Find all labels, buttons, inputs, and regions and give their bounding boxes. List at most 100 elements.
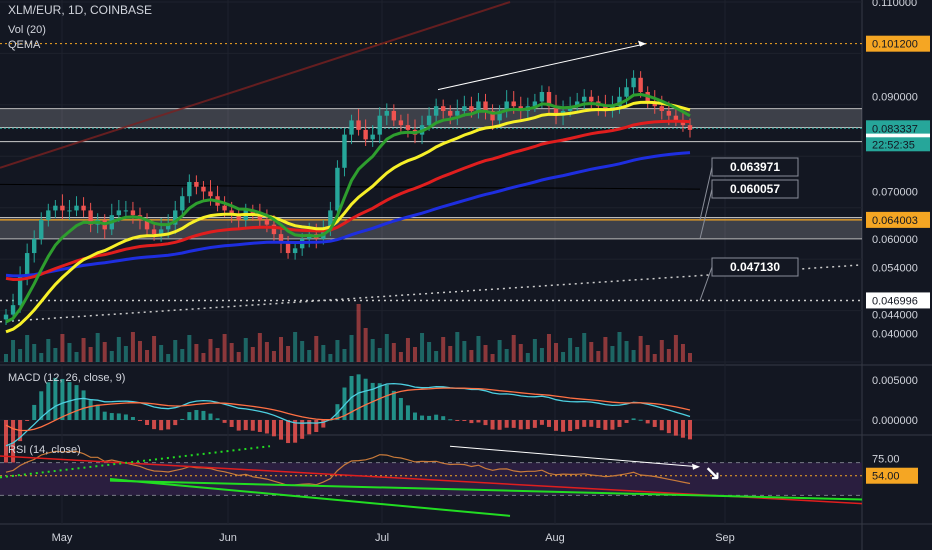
candle-body xyxy=(377,115,382,135)
macd-histogram-bar xyxy=(264,420,269,434)
down-arrow-icon: ↘ xyxy=(704,462,721,486)
volume-bar xyxy=(109,351,114,362)
rsi-arrow-head xyxy=(692,463,700,470)
macd-histogram-bar xyxy=(377,383,382,420)
macd-histogram-bar xyxy=(229,420,234,427)
macd-histogram-bar xyxy=(166,420,171,430)
volume-bar xyxy=(476,336,481,362)
macd-histogram-bar xyxy=(568,420,573,431)
macd-histogram-bar xyxy=(455,420,460,421)
volume-bar xyxy=(335,340,340,362)
macd-histogram-bar xyxy=(561,420,566,432)
price-tag-label: 0.046996 xyxy=(872,295,918,307)
candle-body xyxy=(81,205,86,211)
candle-body xyxy=(236,215,241,220)
volume-bar xyxy=(194,344,199,362)
macd-histogram-bar xyxy=(130,416,135,420)
candle-body xyxy=(363,129,368,140)
volume-bar xyxy=(631,350,636,362)
macd-histogram-bar xyxy=(109,413,114,420)
volume-bar xyxy=(349,335,354,362)
candle-body xyxy=(490,110,495,121)
candle-body xyxy=(469,106,474,111)
candle-body xyxy=(504,101,509,111)
price-tag xyxy=(866,292,930,309)
candle-body xyxy=(440,106,446,111)
candle-body xyxy=(589,96,594,102)
volume-bar xyxy=(370,339,375,362)
macd-histogram-bar xyxy=(434,414,439,420)
macd-histogram-bar xyxy=(659,420,664,431)
volume-bar xyxy=(286,346,291,362)
rsi-label: RSI (14, close) xyxy=(8,444,81,456)
macd-histogram-bar xyxy=(145,420,150,425)
volume-bar xyxy=(532,339,537,362)
macd-histogram-bar xyxy=(518,420,523,430)
volume-bar xyxy=(610,346,615,362)
candle-body xyxy=(342,134,347,168)
candle-body xyxy=(384,110,389,116)
volume-bar xyxy=(434,351,439,362)
macd-histogram-bar xyxy=(250,420,255,431)
candle-body xyxy=(123,210,129,212)
volume-bar xyxy=(652,354,657,362)
macd-histogram-bar xyxy=(398,397,403,420)
macd-histogram-bar xyxy=(412,412,417,420)
volume-bar xyxy=(420,333,425,362)
rsi-tick-label: 75.00 xyxy=(872,454,900,466)
candle-body xyxy=(194,182,199,187)
candle-body xyxy=(144,219,150,230)
candle-body xyxy=(292,248,298,254)
volume-bar xyxy=(483,345,488,362)
candle-body xyxy=(74,205,79,211)
macd-histogram-bar xyxy=(638,419,643,421)
macd-histogram-bar xyxy=(490,420,495,430)
candle-body xyxy=(3,314,9,320)
volume-bar xyxy=(568,338,573,362)
volume-bar xyxy=(427,342,432,362)
candle-body xyxy=(687,125,693,130)
y-tick-label: 0.044000 xyxy=(872,310,918,322)
volume-bar xyxy=(279,337,284,362)
macd-histogram-bar xyxy=(462,420,467,422)
candle-body xyxy=(574,101,580,107)
rsi-green-trendline xyxy=(109,479,863,501)
candle-body xyxy=(370,134,375,140)
x-tick-label: Jun xyxy=(219,532,237,544)
annotation-leader xyxy=(699,266,713,301)
macd-histogram-bar xyxy=(483,420,488,426)
candle-body xyxy=(151,229,157,235)
candle-body xyxy=(497,110,502,121)
candle-body xyxy=(511,101,516,107)
volume-bar xyxy=(229,343,234,362)
candle-body xyxy=(532,101,538,107)
candle-body xyxy=(553,106,559,116)
volume-bar xyxy=(116,337,121,362)
candle-body xyxy=(60,205,65,211)
macd-histogram-bar xyxy=(688,420,692,440)
macd-histogram-bar xyxy=(271,420,276,437)
annotation-leader xyxy=(699,166,713,221)
macd-tick-label: 0.000000 xyxy=(872,415,918,427)
macd-histogram-bar xyxy=(596,420,601,428)
macd-histogram-bar xyxy=(32,404,37,420)
volume-bar xyxy=(293,332,298,362)
macd-histogram-bar xyxy=(25,420,30,421)
macd-histogram-bar xyxy=(363,378,368,420)
y-tick-label: 0.060000 xyxy=(872,234,918,246)
volume-bar xyxy=(363,328,368,362)
volume-bar xyxy=(328,354,333,362)
macd-histogram-bar xyxy=(60,378,65,420)
price-tag xyxy=(866,120,930,137)
volume-bar xyxy=(666,349,671,362)
volume-bar xyxy=(243,338,248,362)
volume-bar xyxy=(561,352,566,362)
volume-bar xyxy=(469,350,474,362)
x-tick-label: Aug xyxy=(545,532,565,544)
candle-body xyxy=(356,120,361,130)
macd-histogram-bar xyxy=(173,420,178,426)
candle-body xyxy=(116,210,122,216)
ema-long-line xyxy=(5,151,691,278)
volume-bar xyxy=(525,353,530,362)
